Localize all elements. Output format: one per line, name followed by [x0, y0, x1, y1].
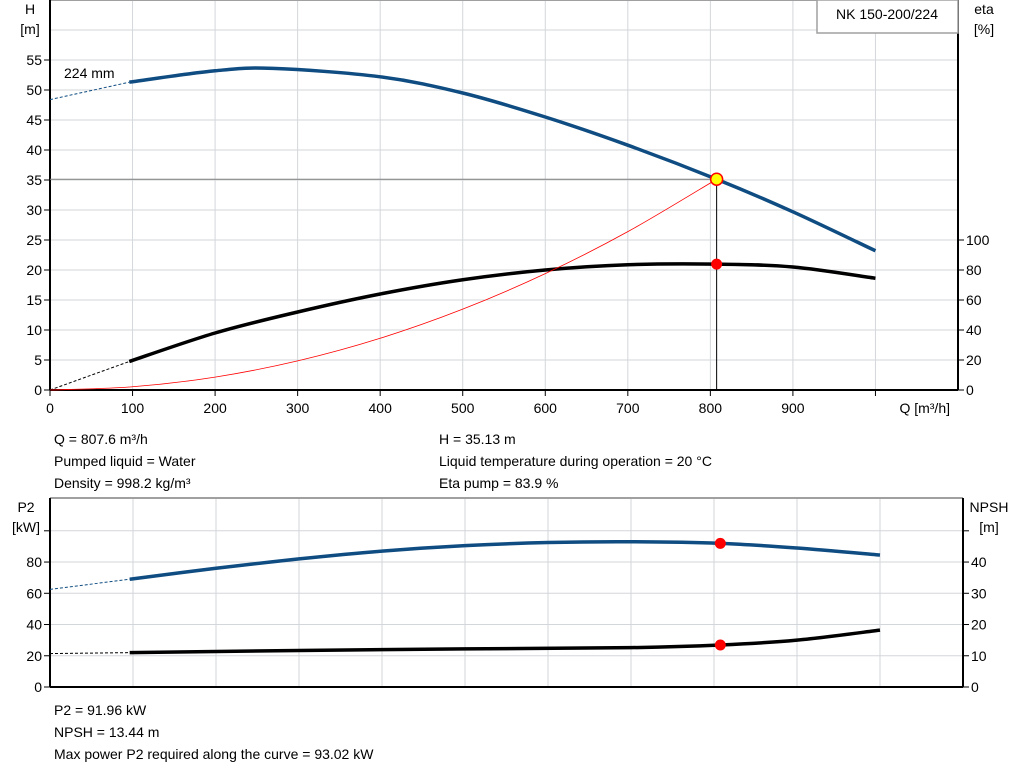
panel1-y-axis-label: [kW] [12, 519, 40, 535]
npsh-operating-marker [714, 639, 726, 651]
panel1-y-tick-label: 0 [34, 679, 42, 695]
head-readout: H = 35.13 m [439, 431, 516, 447]
panel1-y-right-tick-label: 30 [971, 585, 987, 601]
panel1-y-right-tick-label: 10 [971, 648, 987, 664]
p2-operating-marker [714, 537, 726, 549]
panel0-series-1-line [128, 262, 876, 364]
panel0-y-tick-label: 20 [26, 262, 42, 278]
panel0-x-tick-label: 100 [121, 400, 145, 416]
panel1-y-right-axis-label: NPSH [970, 499, 1009, 515]
panel0-y-right-tick-label: 20 [966, 352, 982, 368]
panel1-y-right-tick-label: 0 [971, 679, 979, 695]
eta-readout: Eta pump = 83.9 % [439, 475, 559, 491]
temperature-readout: Liquid temperature during operation = 20… [439, 453, 712, 469]
panel0-y-tick-label: 40 [26, 142, 42, 158]
panel0-series-0-extrapolation [49, 81, 130, 101]
panel0-x-tick-label: 300 [286, 400, 310, 416]
info-top-right: H = 35.13 m Liquid temperature during op… [439, 428, 712, 494]
curve-diameter-label: 224 mm [64, 65, 115, 81]
max-power-readout: Max power P2 required along the curve = … [54, 746, 374, 762]
panel1-y-right-tick-label: 20 [971, 617, 987, 633]
info-top-left: Q = 807.6 m³/h Pumped liquid = Water Den… [54, 428, 196, 494]
panel1-y-tick-label: 40 [26, 617, 42, 633]
panel0-y-right-tick-label: 0 [966, 382, 974, 398]
density-readout: Density = 998.2 kg/m³ [54, 475, 191, 491]
panel0-x-tick-label: 400 [369, 400, 393, 416]
panel0-x-tick-label: 900 [781, 400, 805, 416]
panel1-series-1-extrapolation [49, 652, 130, 655]
panel0-y-tick-label: 45 [26, 112, 42, 128]
panel0-x-tick-label: 200 [203, 400, 227, 416]
panel0-y-tick-label: 5 [34, 352, 42, 368]
flow-readout: Q = 807.6 m³/h [54, 431, 148, 447]
panel1-y-right-tick-label: 40 [971, 554, 987, 570]
panel0-series-2-line [49, 178, 717, 391]
panel0-y-tick-label: 35 [26, 172, 42, 188]
panel0-y-right-tick-label: 60 [966, 292, 982, 308]
panel0-x-tick-label: 500 [451, 400, 475, 416]
panel0-x-axis-label: Q [m³/h] [899, 400, 950, 416]
panel0-x-tick-label: 0 [46, 400, 54, 416]
eta-operating-marker [711, 258, 723, 270]
panel0-y-right-tick-label: 80 [966, 262, 982, 278]
panel0-y-right-tick-label: 100 [966, 232, 990, 248]
panel1-y-tick-label: 80 [26, 554, 42, 570]
panel0-series-1-extrapolation [49, 361, 130, 391]
panel0-y-tick-label: 0 [34, 382, 42, 398]
panel1-y-axis-label: P2 [17, 499, 34, 515]
pump-model-label: NK 150-200/224 [836, 6, 938, 22]
panel0-x-tick-label: 600 [534, 400, 558, 416]
panel0-y-axis-label: H [25, 1, 35, 17]
head-operating-marker [709, 172, 724, 186]
panel1-series-0-extrapolation [49, 578, 130, 590]
panel0-y-tick-label: 25 [26, 232, 42, 248]
panel0-series-0-line [129, 66, 877, 253]
panel0-y-tick-label: 15 [26, 292, 42, 308]
panel0-y-right-tick-label: 40 [966, 322, 982, 338]
pumped-liquid-readout: Pumped liquid = Water [54, 453, 196, 469]
legend-box [816, 0, 959, 34]
p2-readout: P2 = 91.96 kW [54, 702, 147, 718]
panel0-y-right-axis-label: eta [974, 1, 994, 17]
panel1-series-1-line [129, 628, 881, 655]
panel1-y-tick-label: 60 [26, 585, 42, 601]
panel0-y-tick-label: 10 [26, 322, 42, 338]
panel0-y-right-axis-label: [%] [974, 21, 994, 37]
panel0-y-tick-label: 55 [26, 52, 42, 68]
panel0-x-tick-label: 800 [699, 400, 723, 416]
panel0-y-tick-label: 30 [26, 202, 42, 218]
panel0-y-tick-label: 50 [26, 82, 42, 98]
panel0-y-axis-label: [m] [20, 21, 39, 37]
panel1-y-right-axis-label: [m] [979, 519, 998, 535]
panel1-y-tick-label: 20 [26, 648, 42, 664]
panel1-series-0-line [129, 539, 881, 581]
info-bottom: P2 = 91.96 kW NPSH = 13.44 m Max power P… [54, 699, 373, 765]
npsh-readout: NPSH = 13.44 m [54, 724, 160, 740]
panel0-x-tick-label: 700 [616, 400, 640, 416]
